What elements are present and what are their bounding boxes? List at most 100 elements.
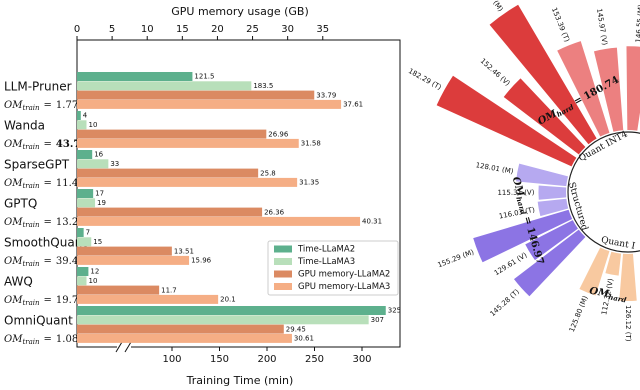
bar-value-label: 33.79 bbox=[316, 91, 336, 99]
radial-bar bbox=[538, 185, 567, 200]
om-symbol: OM bbox=[4, 139, 23, 150]
om-symbol: OM bbox=[4, 217, 23, 228]
om-value: 1.77 bbox=[56, 100, 78, 111]
radial-bar bbox=[436, 75, 577, 167]
category-label: LLM-Pruner bbox=[4, 80, 72, 94]
om-sub: train bbox=[22, 182, 40, 190]
bar-value-label: 40.31 bbox=[362, 218, 382, 226]
category-label: AWQ bbox=[4, 275, 33, 289]
axis-break bbox=[115, 341, 132, 353]
bar-value-label: 126.12 (T) bbox=[624, 305, 632, 342]
bar-value-label: 33 bbox=[110, 160, 119, 168]
om-sub: train bbox=[22, 260, 40, 268]
om-eq: = bbox=[44, 334, 52, 345]
legend-swatch bbox=[274, 258, 292, 265]
bar-value-label: 4 bbox=[83, 112, 88, 120]
bar bbox=[77, 267, 89, 276]
legend-swatch bbox=[274, 270, 292, 278]
bar bbox=[77, 138, 299, 148]
break-mark bbox=[124, 341, 132, 353]
bar bbox=[77, 159, 109, 169]
radial-bar bbox=[579, 247, 610, 296]
bar bbox=[77, 120, 87, 130]
bar-value-label: 146.55 (M) bbox=[634, 4, 640, 43]
bar-value-label: 115.31 (V) bbox=[497, 189, 534, 197]
radial-bar bbox=[557, 41, 610, 137]
radial-bar bbox=[537, 198, 569, 217]
x-tick-label: 100 bbox=[162, 354, 181, 365]
om-symbol: OM bbox=[4, 334, 23, 345]
bar-value-label: 182.29 (T) bbox=[407, 67, 443, 92]
legend-label: GPU memory-LLaMA2 bbox=[298, 270, 390, 280]
x2-tick-label: 0 bbox=[74, 24, 80, 35]
om-sub: train bbox=[22, 104, 40, 112]
bar-value-label: 325 bbox=[388, 307, 401, 315]
bar bbox=[77, 306, 386, 315]
bar-value-label: 29.45 bbox=[286, 325, 306, 333]
bar-value-label: 128.01 (M) bbox=[475, 161, 514, 176]
bar-value-label: 31.35 bbox=[299, 179, 319, 187]
legend-box bbox=[267, 240, 399, 296]
bar bbox=[77, 111, 81, 120]
bar-value-label: 13.51 bbox=[174, 247, 194, 255]
radial-bar bbox=[619, 253, 637, 302]
om-eq: = bbox=[44, 256, 52, 267]
om-label: OMtrain = 43.78 bbox=[4, 139, 87, 152]
bar-value-label: 20.1 bbox=[220, 296, 236, 304]
bar bbox=[77, 198, 96, 208]
bar bbox=[77, 189, 94, 198]
om-label: OMtrain = 13.28 bbox=[4, 217, 85, 230]
category-label: SparseGPT bbox=[4, 158, 70, 172]
bar-value-label: 152.46 (V) bbox=[479, 57, 512, 88]
radial-bar bbox=[513, 229, 586, 297]
om-label: OMtrain = 1.77 bbox=[4, 100, 78, 113]
bar bbox=[77, 294, 219, 304]
bar-value-label: 145.97 (V) bbox=[595, 8, 609, 46]
om-label: OMtrain = 39.45 bbox=[4, 256, 85, 269]
bar bbox=[77, 90, 315, 100]
legend-label: Time-LLaMA3 bbox=[297, 257, 355, 267]
om-sub: train bbox=[22, 338, 40, 346]
category-label: OmniQuant bbox=[4, 314, 73, 328]
bar-value-label: 145.28 (T) bbox=[489, 288, 522, 319]
group-label: Quant I bbox=[600, 235, 636, 251]
bar-value-label: 17 bbox=[95, 190, 104, 198]
inner-ring bbox=[567, 131, 640, 253]
bar bbox=[77, 246, 172, 256]
radial-bar bbox=[593, 47, 624, 132]
x-tick-label: 200 bbox=[257, 354, 276, 365]
bar-value-label: 25.8 bbox=[260, 169, 276, 177]
radial-bar bbox=[525, 220, 578, 261]
legend-swatch bbox=[274, 245, 292, 253]
legend-label: GPU memory-LLaMA3 bbox=[298, 282, 390, 292]
bar bbox=[77, 99, 342, 109]
om-label: OMtrain = 1.08 bbox=[4, 334, 78, 347]
om-symbol: OM bbox=[4, 178, 23, 189]
om-label: OMtrain = 11.47 bbox=[4, 178, 85, 191]
om-value: 11.47 bbox=[56, 178, 85, 189]
radial-bar bbox=[489, 4, 597, 145]
om-sub: train bbox=[22, 143, 40, 151]
bar-value-label: 26.36 bbox=[264, 208, 285, 216]
category-label: GPTQ bbox=[4, 197, 37, 211]
bar-value-label: 183.5 bbox=[253, 82, 273, 90]
om-sub: train bbox=[22, 299, 40, 307]
bar-value-label: 153.39 (T) bbox=[550, 6, 571, 43]
bar-value-label: 19 bbox=[97, 199, 106, 207]
radial-bar bbox=[473, 209, 573, 263]
bar-value-label: 186.19 (M) bbox=[476, 0, 505, 13]
bar bbox=[77, 129, 267, 139]
bar bbox=[77, 207, 263, 217]
bar bbox=[77, 168, 259, 178]
x2-tick-label: 5 bbox=[109, 24, 115, 35]
bar-value-label: 125.80 (M) bbox=[568, 295, 590, 334]
bar-value-label: 307 bbox=[371, 316, 384, 324]
category-label: SmoothQuant bbox=[4, 236, 87, 250]
om-symbol: OM bbox=[588, 285, 610, 300]
bar bbox=[77, 276, 87, 286]
x2-tick-label: 15 bbox=[176, 24, 189, 35]
legend-label: Time-LLaMA2 bbox=[297, 245, 355, 255]
om-eq: = bbox=[522, 215, 535, 226]
top-axis-title: GPU memory usage (GB) bbox=[171, 5, 309, 18]
bar bbox=[77, 333, 292, 343]
